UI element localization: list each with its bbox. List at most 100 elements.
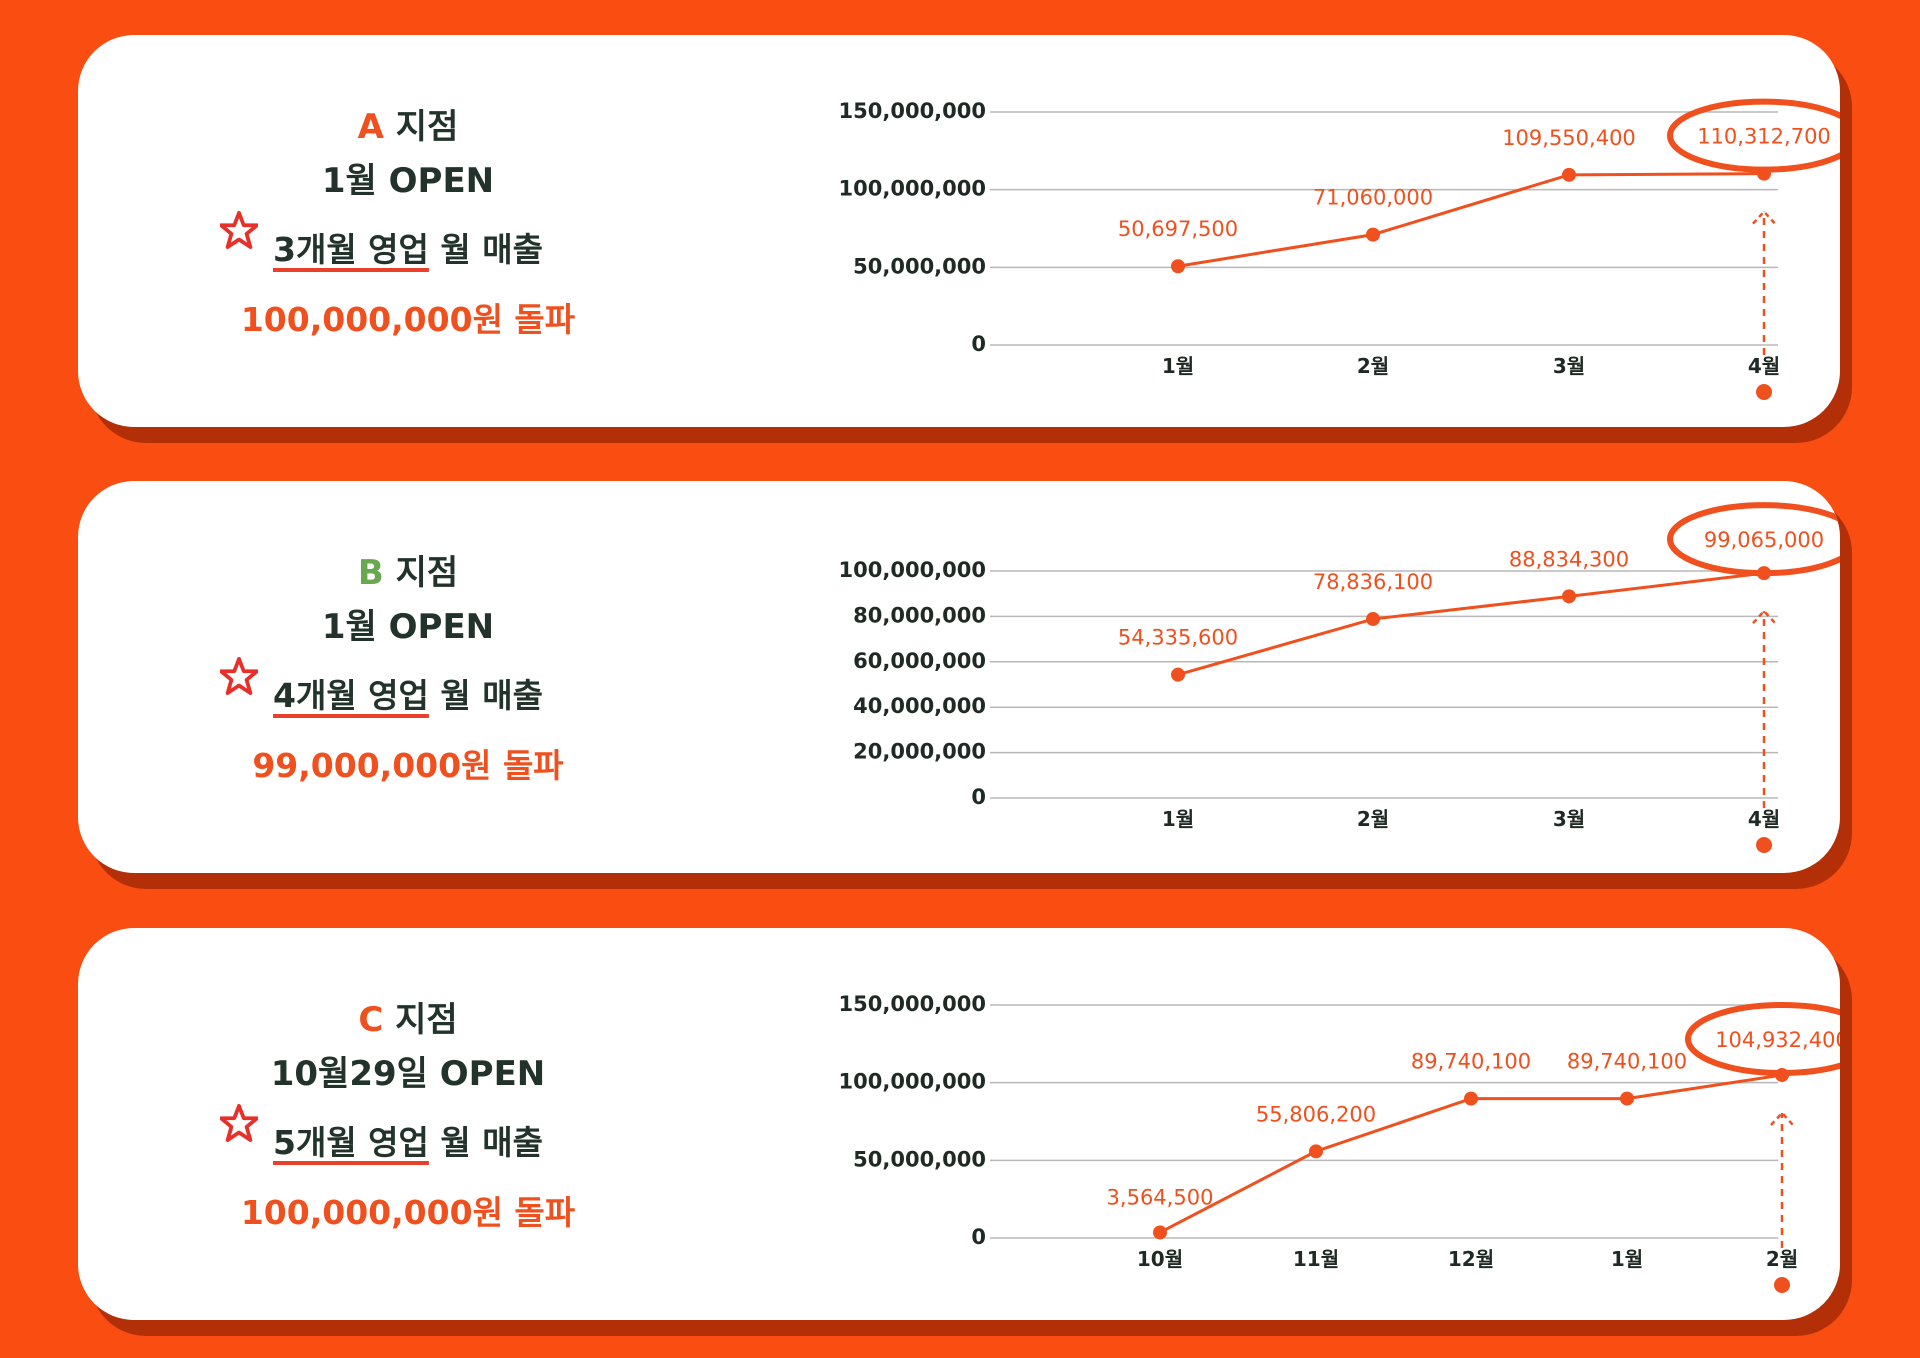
- branch-info-c: C 지점 10월29일 OPEN 5개월 영업 월 매출 100,000,000…: [168, 928, 648, 1320]
- sales-chart-b: 0 20,000,000 40,000,000 60,000,000 80,000,00…: [718, 481, 1840, 873]
- y-tick-label: 50,000,000: [853, 1147, 986, 1171]
- data-point: [1620, 1091, 1634, 1106]
- y-tick-label: 40,000,000: [853, 694, 986, 718]
- red-star-icon: [220, 1104, 258, 1142]
- x-tick-label: 12월: [1448, 1247, 1494, 1271]
- data-label: 99,065,000: [1704, 528, 1824, 552]
- data-point: [1366, 612, 1380, 627]
- data-point: [1171, 259, 1185, 274]
- x-tick-label: 1월: [1162, 807, 1194, 831]
- sales-total: 100,000,000원 돌파: [240, 1193, 576, 1232]
- data-label: 54,335,600: [1118, 626, 1238, 650]
- data-label: 89,740,100: [1567, 1050, 1687, 1074]
- data-label: 71,060,000: [1313, 186, 1433, 210]
- branch-letter: B: [357, 553, 384, 593]
- branch-info-a: A 지점 1월 OPEN 3개월 영업 월 매출 100,000,000원 돌파: [168, 35, 648, 427]
- period-prefix: 3개월 영업: [273, 230, 429, 269]
- branch-card-b: B 지점 1월 OPEN 4개월 영업 월 매출 99,000,000원 돌파 …: [78, 481, 1840, 873]
- series-line: [1177, 571, 1765, 677]
- x-tick-label: 10월: [1137, 1247, 1183, 1271]
- data-point: [1171, 667, 1185, 682]
- y-tick-label: 0: [971, 332, 986, 356]
- data-point: [1309, 1144, 1323, 1159]
- arrow-head: [1770, 1111, 1794, 1126]
- red-star-icon: [220, 211, 258, 249]
- y-tick-label: 50,000,000: [853, 254, 986, 278]
- y-tick-label: 60,000,000: [853, 649, 986, 673]
- data-label: 104,932,400: [1715, 1028, 1840, 1052]
- open-date: 10월29일 OPEN: [270, 1054, 546, 1094]
- sales-chart-a: 0 50,000,000 100,000,000 150,000,000 1월 2월 3월 4…: [718, 35, 1840, 427]
- y-tick-label: 100,000,000: [839, 558, 986, 582]
- sales-chart-c: 0 50,000,000 100,000,000 150,000,000 10월 11월 1…: [718, 928, 1840, 1320]
- y-tick-label: 0: [971, 785, 986, 809]
- y-tick-label: 100,000,000: [839, 177, 986, 201]
- x-tick-label: 1월: [1611, 1247, 1643, 1271]
- data-label: 109,550,400: [1502, 126, 1636, 150]
- data-label: 89,740,100: [1411, 1050, 1531, 1074]
- data-point: [1562, 589, 1576, 604]
- arrow-origin-dot: [1756, 384, 1772, 400]
- arrow-origin-dot: [1774, 1277, 1790, 1293]
- branch-letter: A: [357, 107, 384, 147]
- x-tick-label: 2월: [1357, 354, 1389, 378]
- data-point: [1366, 227, 1380, 242]
- sales-total: 100,000,000원 돌파: [240, 300, 576, 339]
- y-tick-label: 80,000,000: [853, 603, 986, 627]
- arrow-origin-dot: [1756, 837, 1772, 853]
- branch-name: 지점: [395, 553, 459, 593]
- line-chart-a: 0 50,000,000 100,000,000 150,000,000 1월 2월 3월 4…: [839, 98, 1840, 400]
- branch-name: 지점: [395, 107, 459, 147]
- series-line: [1177, 172, 1765, 268]
- line-chart-b: 0 20,000,000 40,000,000 60,000,000 80,000,00…: [839, 502, 1840, 853]
- branch-letter: C: [358, 1000, 384, 1040]
- data-label: 55,806,200: [1256, 1102, 1376, 1126]
- arrow-head: [1752, 209, 1776, 225]
- x-tick-label: 4월: [1748, 354, 1780, 378]
- data-point: [1153, 1225, 1167, 1240]
- highlight-ellipse: [1685, 1002, 1840, 1076]
- data-label: 78,836,100: [1313, 570, 1433, 594]
- period-suffix: 월 매출: [440, 230, 543, 269]
- highlight-ellipse: [1667, 98, 1840, 173]
- branch-card-c: C 지점 10월29일 OPEN 5개월 영업 월 매출 100,000,000…: [78, 928, 1840, 1320]
- highlight-ellipse: [1667, 502, 1840, 577]
- y-tick-label: 150,000,000: [839, 992, 986, 1016]
- period-suffix: 월 매출: [440, 676, 543, 715]
- period-prefix: 5개월 영업: [273, 1123, 429, 1162]
- data-label: 3,564,500: [1107, 1185, 1214, 1209]
- x-tick-label: 11월: [1293, 1247, 1339, 1271]
- data-label: 88,834,300: [1509, 547, 1629, 571]
- open-date: 1월 OPEN: [321, 607, 495, 647]
- y-tick-label: 20,000,000: [853, 740, 986, 764]
- data-label: 50,697,500: [1118, 217, 1238, 241]
- branch-card-a: A 지점 1월 OPEN 3개월 영업 월 매출 100,000,000원 돌파…: [78, 35, 1840, 427]
- branch-name: 지점: [395, 1000, 458, 1040]
- sales-total: 99,000,000원 돌파: [252, 746, 564, 785]
- branch-title: A 지점: [168, 99, 648, 148]
- branch-title: B 지점: [168, 545, 648, 594]
- arrow-head: [1752, 609, 1776, 624]
- data-point: [1464, 1091, 1478, 1106]
- period-suffix: 월 매출: [440, 1123, 543, 1162]
- red-star-icon: [220, 657, 258, 695]
- operating-period: 4개월 영업 월 매출: [168, 669, 648, 717]
- y-tick-label: 150,000,000: [839, 99, 986, 123]
- x-tick-label: 3월: [1553, 807, 1585, 831]
- x-tick-label: 2월: [1766, 1247, 1798, 1271]
- data-label: 110,312,700: [1697, 125, 1831, 149]
- branch-info-b: B 지점 1월 OPEN 4개월 영업 월 매출 99,000,000원 돌파: [168, 481, 648, 873]
- data-point: [1562, 167, 1576, 182]
- x-tick-label: 3월: [1553, 354, 1585, 378]
- x-tick-label: 2월: [1357, 807, 1389, 831]
- branch-title: C 지점: [168, 992, 648, 1041]
- operating-period: 3개월 영업 월 매출: [168, 223, 648, 271]
- x-tick-label: 4월: [1748, 807, 1780, 831]
- x-tick-label: 1월: [1162, 354, 1194, 378]
- y-tick-label: 0: [971, 1225, 986, 1249]
- y-tick-label: 100,000,000: [839, 1070, 986, 1094]
- open-date: 1월 OPEN: [321, 161, 495, 201]
- operating-period: 5개월 영업 월 매출: [168, 1116, 648, 1164]
- period-prefix: 4개월 영업: [273, 676, 429, 715]
- line-chart-c: 0 50,000,000 100,000,000 150,000,000 10월 11월 1…: [839, 992, 1840, 1293]
